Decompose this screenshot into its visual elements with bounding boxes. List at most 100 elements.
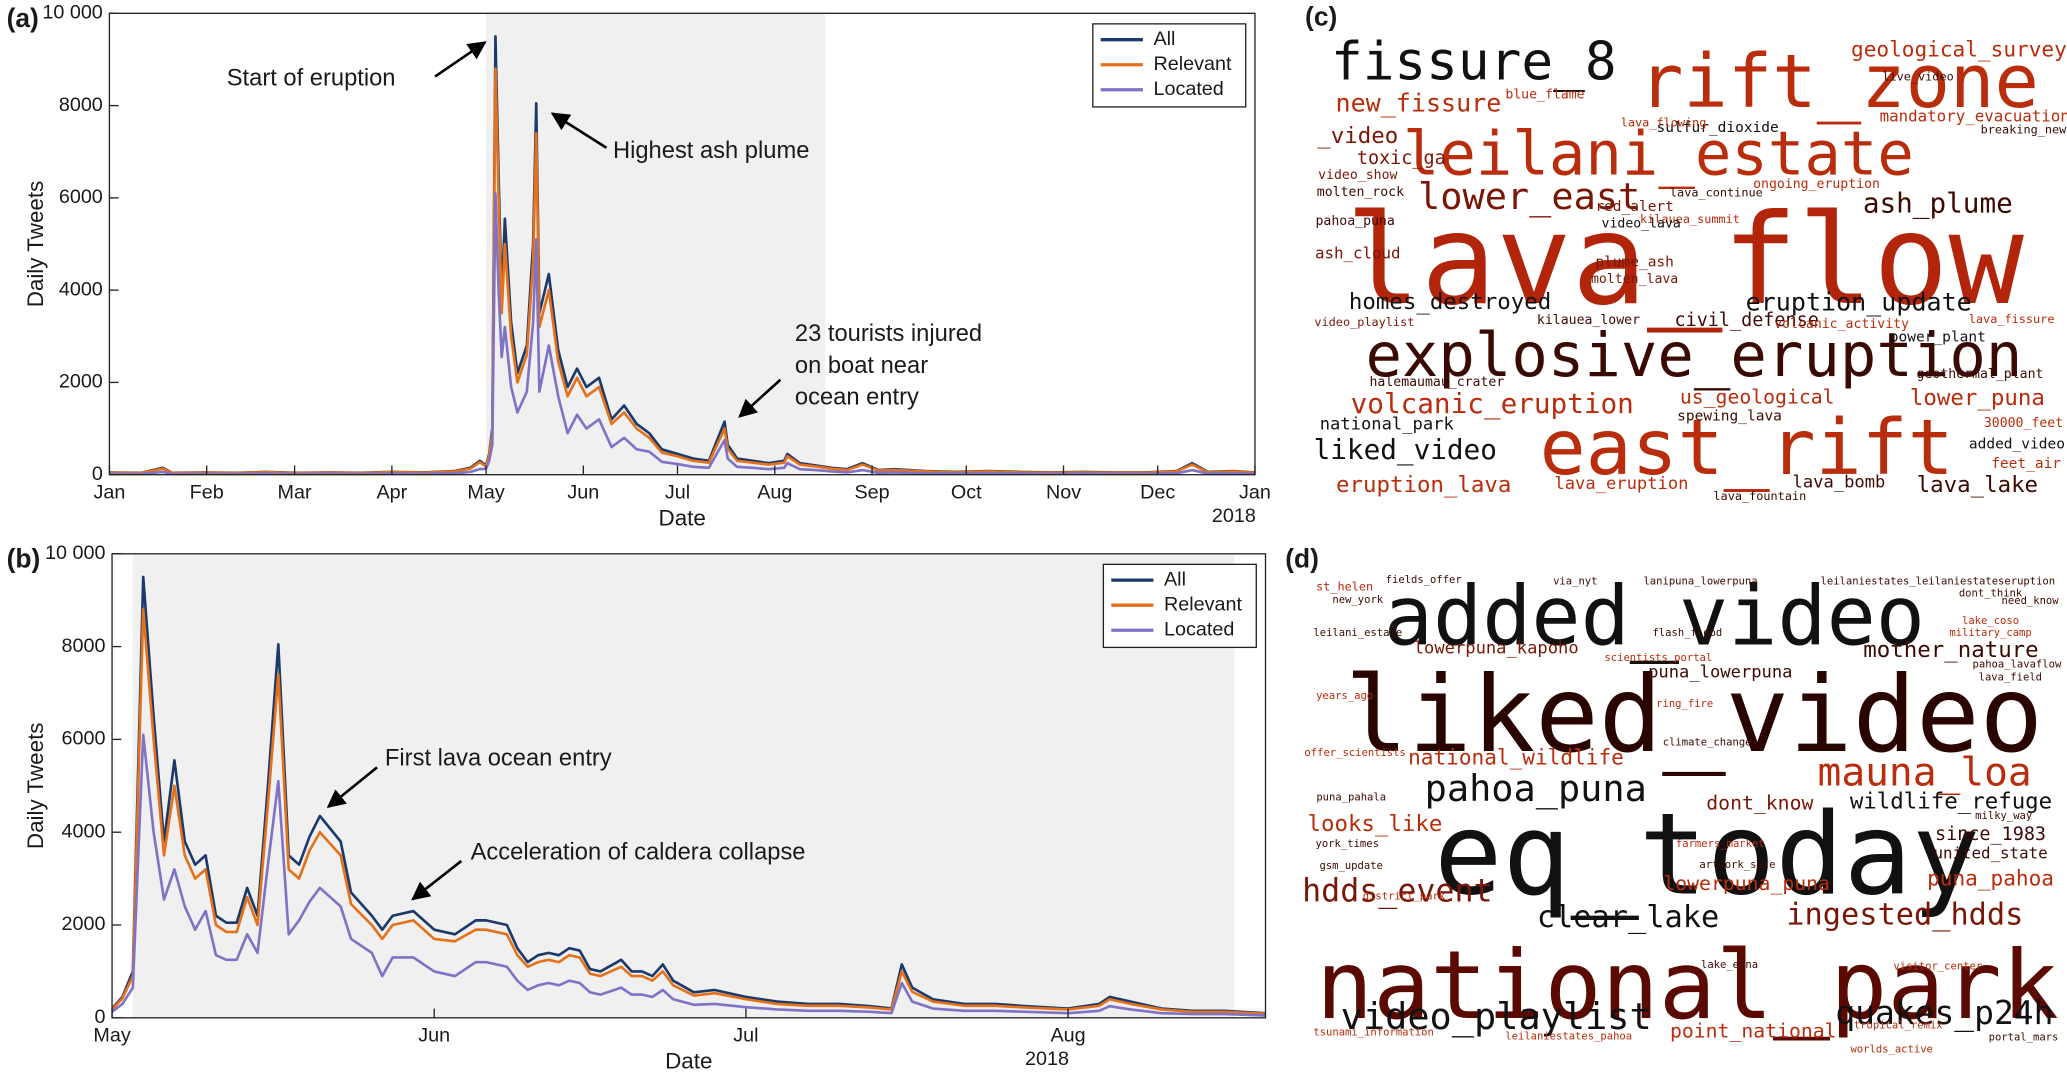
y-tick-label: 2000 — [61, 913, 105, 935]
word: lava_field — [1979, 672, 2042, 684]
word: homes_destroyed — [1349, 289, 1551, 315]
word: fissure_8 — [1331, 32, 1617, 93]
word: tropical_remix — [1854, 1020, 1943, 1032]
word: video_show — [1318, 168, 1397, 183]
word: geological_survey — [1851, 36, 2067, 61]
word: since_1983 — [1935, 824, 2046, 845]
annotation-arrow — [411, 859, 463, 901]
x-tick-label: May — [467, 481, 504, 503]
word: leilani_estate — [1313, 627, 1402, 639]
word: eruption_update — [1746, 288, 1972, 317]
word: ingested_hdds — [1786, 897, 2023, 932]
word: lava_lake — [1917, 472, 2038, 498]
word: civil_defense — [1675, 310, 1819, 331]
word: us_geological — [1680, 385, 1835, 408]
word: blue_flame — [1505, 88, 1584, 103]
annotation-arrow — [326, 766, 378, 809]
word: pahoa_puna — [1425, 767, 1647, 811]
x-tick-label: Jan — [1239, 481, 1271, 503]
x-tick-label: Apr — [376, 481, 407, 503]
word: mother_nature — [1863, 637, 2038, 663]
word: lava_fountain — [1713, 489, 1806, 503]
word: leilaniestates_pahoa — [1505, 1030, 1632, 1042]
y-tick-label: 0 — [94, 1006, 105, 1028]
series-line — [111, 608, 1266, 1015]
word: ash_cloud — [1315, 244, 1401, 263]
word: breaking_new — [1981, 122, 2067, 136]
word: spewing_lava — [1677, 409, 1782, 425]
word: pahoa_puna — [1315, 214, 1394, 229]
x-tick-label: Jul — [733, 1024, 758, 1046]
x-tick-label: Aug — [1050, 1024, 1085, 1046]
word: fields_offer — [1386, 574, 1462, 586]
x-axis-label: Date — [659, 505, 706, 530]
y-tick-label: 6000 — [59, 186, 103, 208]
word: geothermal_plant — [1917, 367, 2044, 382]
word: halemaumau_crater — [1369, 375, 1504, 390]
word: leilaniestates_leilaniestateseruption — [1821, 575, 2056, 587]
word: lava_continue — [1670, 186, 1763, 200]
word: worlds_active — [1850, 1043, 1932, 1055]
word: kilauea_summit — [1640, 212, 1740, 226]
word: puna_pahala — [1316, 792, 1386, 804]
word: clear_lake — [1537, 900, 1719, 935]
annotation-arrow — [550, 112, 608, 149]
word: ring_fire — [1656, 698, 1713, 710]
annotation: First lava ocean entry — [385, 746, 612, 772]
word: leilani_estate — [1403, 119, 1914, 189]
legend-label: Located — [1164, 618, 1234, 640]
word: national_park — [1320, 415, 1455, 435]
word: looks_like — [1307, 811, 1442, 837]
word: liked_video — [1345, 653, 2043, 776]
word: added_video — [1969, 436, 2065, 452]
annotations: Start of eruption Highest ash plume 23 t… — [227, 41, 982, 901]
legend-label: Relevant — [1153, 53, 1232, 75]
word: feet_air — [1991, 456, 2061, 472]
word: years_ago — [1316, 690, 1373, 702]
word: pahoa_lavaflow — [1973, 659, 2062, 671]
word: kilauea_lower — [1537, 313, 1640, 328]
y-tick-label: 10 000 — [42, 2, 102, 24]
annotation-arrow — [434, 41, 487, 78]
y-tick-label: 8000 — [61, 635, 105, 657]
word: point_national — [1670, 1019, 1837, 1042]
plots: (a) 0 2000 4000 6000 8000 10 000 Jan Feb Mar Apr Ma… — [7, 2, 2067, 1072]
word: lanipuna_lowerpuna — [1643, 575, 1757, 587]
series-line — [109, 191, 1255, 476]
x-tick-label: Jan — [93, 481, 125, 503]
word: lava_bomb — [1793, 473, 1886, 493]
word: dont_think — [1959, 587, 2023, 599]
panel-label: (d) — [1285, 543, 1319, 573]
word: lower_puna — [1910, 385, 2045, 411]
legend-label: Relevant — [1164, 593, 1243, 615]
word: national_wildlife — [1408, 744, 1624, 769]
x-tick-label: Jun — [567, 481, 599, 503]
word: mandatory_evacuation — [1880, 107, 2067, 126]
y-tick-label: 4000 — [61, 820, 105, 842]
word: power_plant — [1890, 330, 1986, 346]
x-tick-label: Sep — [854, 481, 889, 503]
word: mauna_loa — [1818, 750, 2032, 796]
word: video_lava — [1602, 217, 1681, 232]
x-tick-label: Feb — [190, 481, 224, 503]
word: portal_mars — [1989, 1032, 2059, 1044]
word: flash_flood — [1652, 627, 1722, 639]
word: dont_know — [1706, 791, 1813, 814]
word: milky_way — [1975, 810, 2032, 822]
word: explosive_eruption — [1365, 321, 2022, 391]
x-tick-label: Oct — [951, 481, 982, 503]
word: live_video — [1882, 70, 1953, 84]
annotation: Highest ash plume — [613, 138, 809, 164]
word: farmers_market — [1676, 838, 1765, 850]
word: united_state — [1933, 844, 2047, 863]
panel-label: (b) — [7, 543, 41, 573]
word: scientists_portal — [1604, 652, 1712, 664]
y-tick-label: 8000 — [59, 94, 103, 116]
plot-frame — [111, 553, 1267, 1019]
word: lowerpuna_kapoho — [1414, 639, 1579, 659]
word: quakes_p24h — [1835, 993, 2053, 1033]
word: molten_lava — [1591, 272, 1678, 287]
word: puna_pahoa — [1927, 866, 2054, 891]
word: visitor_center — [1893, 960, 1982, 972]
